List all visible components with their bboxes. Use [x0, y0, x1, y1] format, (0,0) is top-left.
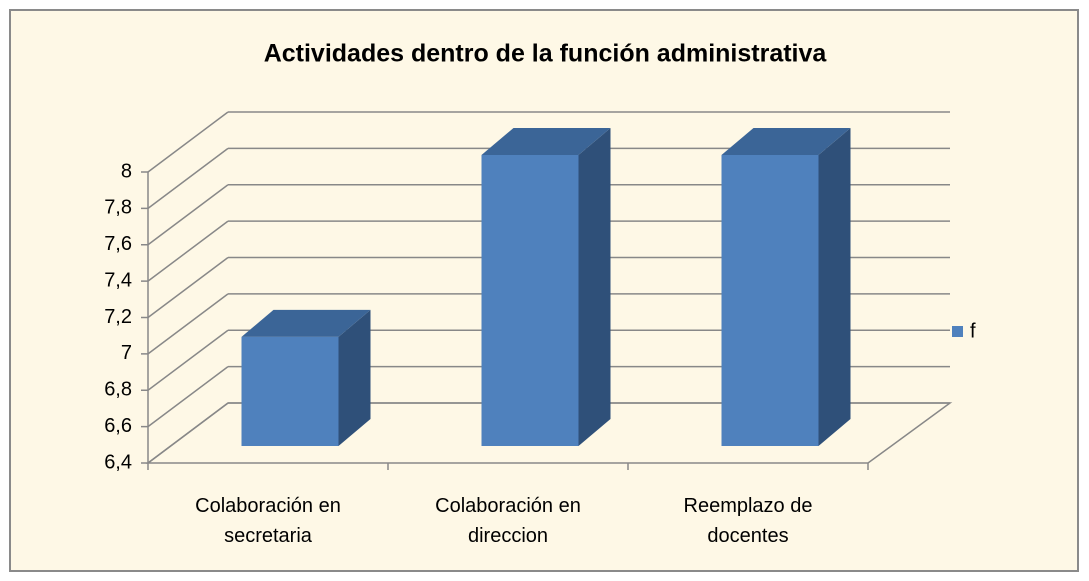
- bar-side: [818, 128, 851, 446]
- grid-line: [147, 111, 229, 173]
- grid-line: [147, 402, 229, 464]
- grid-line: [147, 366, 229, 428]
- grid-line: [147, 329, 229, 391]
- y-tick-label: 6,4: [104, 451, 132, 473]
- y-tick-label: 6,8: [104, 379, 132, 401]
- bar-side: [578, 128, 611, 446]
- legend-label: f: [970, 320, 976, 342]
- bar: [481, 155, 579, 446]
- y-tick-label: 7,8: [104, 197, 132, 219]
- x-tick-label: Colaboración en secretaria: [195, 495, 341, 547]
- bar: [241, 336, 339, 446]
- legend-swatch: [952, 326, 963, 337]
- bar-top: [241, 309, 371, 337]
- bar-top: [481, 128, 611, 155]
- y-tick-label: 8: [121, 160, 132, 182]
- grid-line: [147, 220, 229, 282]
- grid-line: [147, 256, 229, 319]
- y-tick-label: 6,6: [104, 415, 132, 437]
- bar: [721, 155, 819, 446]
- grid-line: [147, 293, 229, 355]
- y-tick-label: 7: [121, 342, 132, 364]
- x-tick-label: Reemplazo de docentes: [683, 495, 813, 547]
- x-tick-label: Colaboración en direccion: [435, 495, 581, 547]
- grid-line: [147, 147, 229, 209]
- y-tick-label: 7,2: [104, 306, 132, 328]
- grid-line: [147, 184, 229, 246]
- y-tick-label: 7,6: [104, 233, 132, 255]
- bar-top: [721, 128, 851, 155]
- chart-title: Actividades dentro de la función adminis…: [264, 40, 828, 68]
- bar-side: [338, 309, 371, 446]
- y-tick-label: 7,4: [104, 269, 132, 291]
